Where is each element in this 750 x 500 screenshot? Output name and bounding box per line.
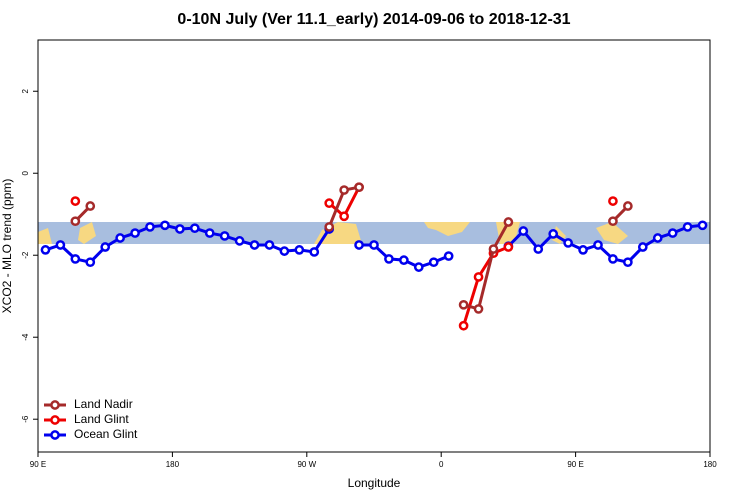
ocean-band bbox=[38, 222, 710, 244]
data-point bbox=[458, 320, 469, 331]
data-point bbox=[443, 251, 454, 261]
data-point bbox=[548, 229, 559, 239]
legend-label: Land Glint bbox=[74, 412, 129, 426]
data-point bbox=[667, 228, 678, 238]
x-tick-label: 0 bbox=[439, 460, 444, 469]
y-tick-label: -2 bbox=[21, 251, 30, 259]
x-tick-label: 90 E bbox=[567, 460, 583, 469]
data-point bbox=[309, 247, 320, 257]
data-point bbox=[324, 198, 335, 209]
legend-marker bbox=[50, 430, 60, 440]
data-point bbox=[70, 196, 81, 206]
y-tick-label: -4 bbox=[21, 333, 30, 341]
legend-label: Land Nadir bbox=[74, 397, 133, 411]
data-point bbox=[593, 240, 603, 250]
data-point bbox=[473, 272, 484, 282]
x-tick-label: 180 bbox=[703, 460, 717, 469]
data-point bbox=[533, 244, 544, 254]
data-point bbox=[623, 201, 633, 211]
y-tick-label: 0 bbox=[21, 170, 30, 175]
data-point bbox=[608, 254, 618, 264]
data-point bbox=[100, 242, 111, 252]
map-strip bbox=[38, 222, 710, 244]
data-point bbox=[70, 254, 81, 264]
data-point bbox=[488, 244, 499, 254]
data-point bbox=[354, 182, 364, 193]
data-point bbox=[473, 304, 484, 314]
data-point bbox=[234, 236, 245, 246]
data-point bbox=[279, 246, 290, 256]
data-point bbox=[85, 257, 96, 268]
data-point bbox=[458, 299, 469, 310]
data-point bbox=[189, 223, 200, 234]
data-point bbox=[413, 262, 424, 272]
x-axis-label: Longitude bbox=[348, 476, 401, 490]
data-point bbox=[55, 240, 66, 250]
data-point bbox=[40, 245, 51, 255]
chart-title: 0-10N July (Ver 11.1_early) 2014-09-06 t… bbox=[177, 11, 570, 28]
x-tick-label: 90 E bbox=[30, 460, 46, 469]
data-point bbox=[369, 240, 379, 250]
data-point bbox=[339, 185, 349, 195]
x-tick-label: 180 bbox=[166, 460, 180, 469]
data-point bbox=[249, 240, 260, 250]
data-point bbox=[324, 222, 335, 232]
data-point bbox=[264, 240, 275, 250]
data-point bbox=[175, 224, 185, 234]
data-point bbox=[652, 233, 663, 243]
data-point bbox=[623, 257, 633, 268]
data-point bbox=[70, 216, 81, 227]
data-point bbox=[608, 196, 618, 206]
data-point bbox=[399, 255, 409, 265]
data-point bbox=[518, 226, 529, 236]
data-point bbox=[697, 220, 708, 231]
y-tick-label: -6 bbox=[21, 415, 30, 423]
plot-frame bbox=[37, 39, 711, 453]
data-point bbox=[115, 233, 125, 243]
data-point bbox=[682, 222, 693, 232]
x-tick-label: 90 W bbox=[297, 460, 316, 469]
data-point bbox=[85, 201, 96, 211]
data-point bbox=[428, 257, 439, 268]
land-patches bbox=[38, 222, 628, 244]
series-line bbox=[74, 185, 629, 311]
data-point bbox=[503, 217, 514, 227]
data-point bbox=[578, 245, 588, 255]
data-point bbox=[294, 245, 305, 255]
y-axis-label: XCO2 - MLO trend (ppm) bbox=[0, 179, 14, 314]
data-point bbox=[145, 222, 155, 232]
data-point bbox=[130, 228, 140, 238]
legend-marker bbox=[50, 415, 60, 425]
data-point bbox=[160, 220, 170, 231]
data-point bbox=[563, 238, 573, 248]
legend-marker bbox=[50, 400, 60, 410]
data-point bbox=[384, 254, 394, 264]
series-line bbox=[329, 187, 613, 326]
data-point bbox=[608, 216, 618, 227]
legend-label: Ocean Glint bbox=[74, 427, 138, 441]
data-point bbox=[204, 228, 215, 238]
data-point bbox=[219, 231, 230, 241]
data-point bbox=[503, 242, 514, 252]
data-point bbox=[354, 240, 364, 250]
y-tick-label: 2 bbox=[21, 88, 30, 93]
series bbox=[70, 184, 618, 331]
data-point bbox=[339, 211, 349, 222]
series bbox=[70, 182, 633, 314]
data-point bbox=[637, 242, 648, 252]
